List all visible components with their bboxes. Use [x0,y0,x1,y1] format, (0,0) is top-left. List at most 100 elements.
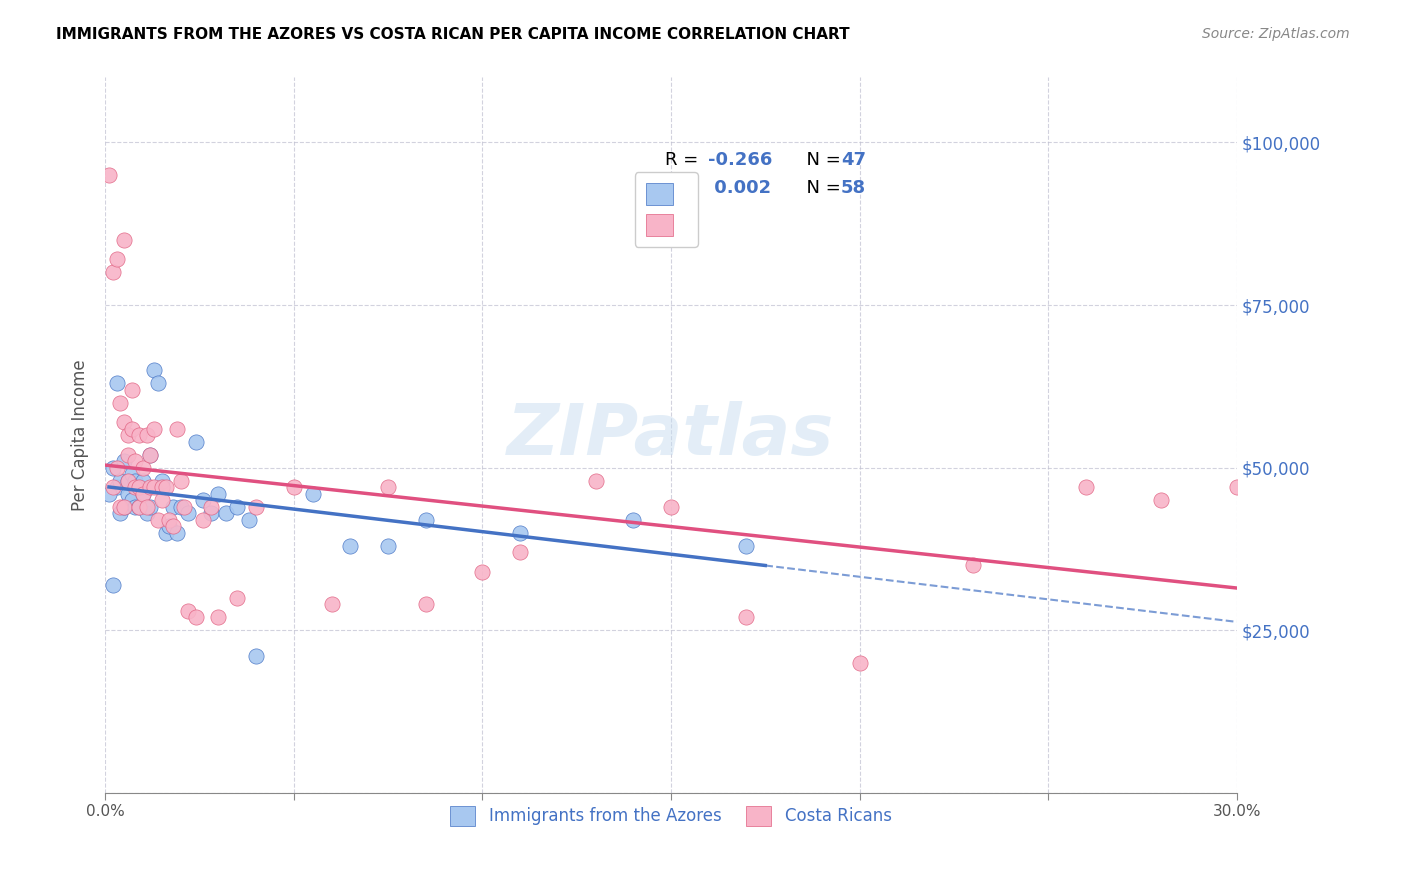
Point [121,383,143,397]
Point [377,539,399,553]
Point [177,506,200,520]
Point [112,500,135,514]
Point [1226,480,1249,494]
Point [169,474,191,488]
Point [735,610,758,624]
Point [124,474,146,488]
Point [121,467,143,481]
Point [121,421,143,435]
Point [238,512,260,526]
Point [150,480,173,494]
Point [143,480,166,494]
Point [1074,480,1097,494]
Point [173,500,195,514]
Point [339,539,361,553]
Point [105,460,128,475]
Point [139,500,162,514]
Point [98,486,121,500]
Text: R =: R = [665,179,704,197]
Text: N =: N = [796,179,846,197]
Point [128,500,150,514]
Point [848,656,870,670]
Point [132,486,155,500]
Point [226,500,249,514]
Text: Source: ZipAtlas.com: Source: ZipAtlas.com [1202,27,1350,41]
Point [471,565,494,579]
Point [121,493,143,508]
Point [177,604,200,618]
Text: -0.266: -0.266 [709,151,773,169]
Point [150,474,173,488]
Point [193,493,215,508]
Point [110,395,132,409]
Point [101,460,124,475]
Point [117,474,139,488]
Text: R =: R = [665,151,704,169]
Point [200,500,222,514]
Point [150,480,173,494]
Point [128,480,150,494]
Point [415,512,437,526]
Text: N =: N = [796,151,846,169]
Point [135,500,157,514]
Point [112,415,135,429]
Point [112,233,135,247]
Point [112,500,135,514]
Point [621,512,644,526]
Point [105,480,128,494]
Point [162,519,184,533]
Point [659,500,682,514]
Point [135,428,157,442]
Point [105,376,128,390]
Point [962,558,984,573]
Point [105,252,128,267]
Point [132,460,155,475]
Point [143,363,166,377]
Point [110,506,132,520]
Point [146,512,169,526]
Point [150,493,173,508]
Point [184,610,207,624]
Point [155,480,177,494]
Point [117,486,139,500]
Point [207,486,229,500]
Text: 0.002: 0.002 [709,179,772,197]
Point [128,428,150,442]
Point [585,474,607,488]
Point [215,506,238,520]
Point [110,500,132,514]
Point [139,448,162,462]
Point [226,591,249,605]
Point [301,486,323,500]
Point [128,480,150,494]
Point [117,474,139,488]
Point [135,506,157,520]
Point [139,448,162,462]
Point [124,480,146,494]
Point [509,545,531,559]
Point [146,376,169,390]
Point [283,480,305,494]
Point [101,265,124,279]
Point [101,577,124,591]
Point [245,500,267,514]
Point [132,474,155,488]
Text: 58: 58 [841,179,866,197]
Point [207,610,229,624]
Point [139,480,162,494]
Point [117,428,139,442]
Point [166,421,188,435]
Point [184,434,207,449]
Point [377,480,399,494]
Point [1150,493,1173,508]
Point [415,597,437,611]
Legend: Immigrants from the Azores, Costa Ricans: Immigrants from the Azores, Costa Ricans [441,797,900,834]
Point [98,168,121,182]
Point [157,519,180,533]
Point [101,480,124,494]
Point [193,512,215,526]
Text: 47: 47 [841,151,866,169]
Point [200,506,222,520]
Point [166,525,188,540]
Point [124,500,146,514]
